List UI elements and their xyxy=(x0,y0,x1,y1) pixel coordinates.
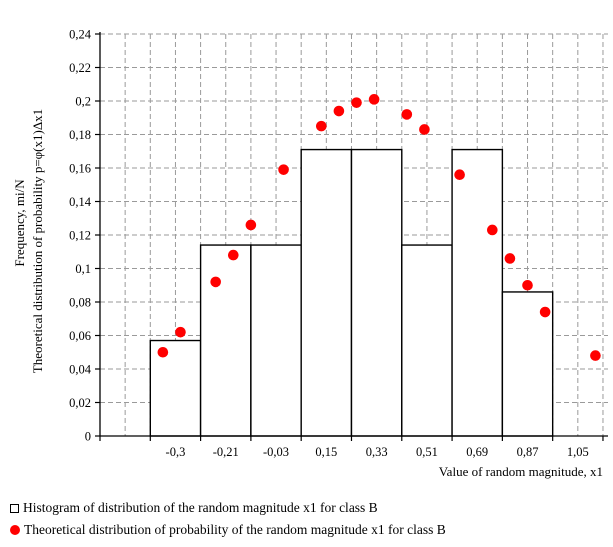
y-tick-label: 0,06 xyxy=(69,329,91,343)
theory-point-7 xyxy=(316,120,327,132)
x-axis-label: Value of random magnitude, x1 xyxy=(439,464,603,479)
histogram-bar-2 xyxy=(199,244,252,437)
x-tick-label: 0,69 xyxy=(466,445,488,459)
histogram-bar-3 xyxy=(250,244,302,437)
theory-point-17 xyxy=(539,306,551,318)
theory-point-2 xyxy=(175,326,186,338)
theory-point-13 xyxy=(454,169,465,180)
theory-point-8 xyxy=(333,105,345,117)
histogram-bar-5 xyxy=(350,148,403,437)
x-tick-label: -0,03 xyxy=(263,445,289,459)
y-tick-label: 0,2 xyxy=(75,95,91,109)
histogram-bar-6 xyxy=(401,244,453,437)
histogram-bar-1 xyxy=(149,339,202,437)
y-tick-label: 0,08 xyxy=(69,296,91,310)
x-tick-label: 0,33 xyxy=(366,445,388,459)
x-tick-label: -0,3 xyxy=(166,445,186,459)
theory-point-16 xyxy=(522,279,533,291)
theory-point-11 xyxy=(401,109,413,120)
y-tick-label: 0,22 xyxy=(69,61,91,75)
legend-label-histogram: Histogram of distribution of the random … xyxy=(23,500,378,515)
y-tick-label: 0,14 xyxy=(69,195,92,209)
histogram-bar-7 xyxy=(451,148,504,437)
histogram-bars xyxy=(149,148,554,437)
theory-point-15 xyxy=(504,253,516,264)
y-tick-label: 0,1 xyxy=(75,262,91,276)
histogram-bar-4 xyxy=(300,148,353,437)
legend: Histogram of distribution of the random … xyxy=(10,497,446,541)
y-axis-label-theoretical: Theoretical distribution of probability … xyxy=(30,109,45,373)
theory-point-5 xyxy=(245,219,257,231)
legend-swatch-theory xyxy=(10,525,20,535)
y-axis-label-frequency: Frequency, mi/N xyxy=(12,179,27,267)
theory-point-4 xyxy=(227,249,239,261)
chart: 0 0,02 0,04 0,06 0,08 0,1 0,12 0,14 0,16 0,18 0,2 0… xyxy=(12,28,608,479)
x-tick-labels: -0,3 -0,21 -0,03 0,15 0,33 0,51 0,69 0,87 1,05 xyxy=(166,445,589,459)
x-tick-label: 0,15 xyxy=(315,445,337,459)
y-tick-label: 0,18 xyxy=(69,128,91,142)
legend-item-histogram: Histogram of distribution of the random … xyxy=(10,497,446,519)
axes xyxy=(95,32,608,441)
theory-points xyxy=(157,94,601,361)
theory-point-14 xyxy=(487,224,498,236)
theory-point-12 xyxy=(419,124,430,135)
x-tick-label: 1,05 xyxy=(567,445,589,459)
x-tick-label: -0,21 xyxy=(213,445,239,459)
y-tick-label: 0,16 xyxy=(69,162,91,176)
theory-point-6 xyxy=(278,164,289,175)
legend-label-theory: Theoretical distribution of probability … xyxy=(24,522,446,537)
theory-point-18 xyxy=(590,350,601,361)
y-tick-label: 0,24 xyxy=(69,28,92,42)
y-tick-labels: 0 0,02 0,04 0,06 0,08 0,1 0,12 0,14 0,16 0,18 0,2 0… xyxy=(69,28,92,444)
legend-swatch-histogram xyxy=(10,503,19,513)
theory-point-9 xyxy=(351,97,362,108)
y-tick-label: 0 xyxy=(85,430,91,444)
theory-point-10 xyxy=(368,94,380,105)
x-tick-label: 0,51 xyxy=(416,445,438,459)
theory-point-3 xyxy=(210,276,221,288)
theory-point-1 xyxy=(157,346,169,358)
y-tick-label: 0,04 xyxy=(69,363,92,377)
y-tick-label: 0,02 xyxy=(69,396,91,410)
x-tick-label: 0,87 xyxy=(517,445,539,459)
y-tick-label: 0,12 xyxy=(69,229,91,243)
legend-item-theory: Theoretical distribution of probability … xyxy=(10,519,446,541)
